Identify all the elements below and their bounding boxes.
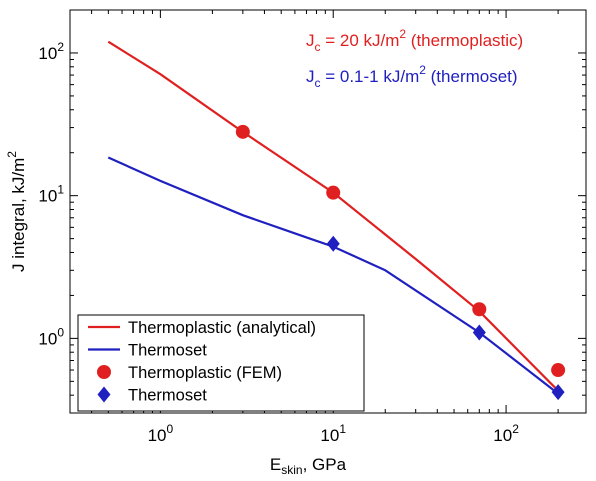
thermoset-point bbox=[472, 324, 486, 341]
axis-labels: Eskin, GPa J integral, kJ/m2 bbox=[5, 151, 347, 477]
annotation-jc-0: Jc = 20 kJ/m2 (thermoplastic) bbox=[306, 27, 523, 54]
thermoset-point bbox=[326, 235, 340, 252]
legend-label: Thermoset bbox=[128, 387, 207, 405]
series-layer bbox=[107, 40, 566, 401]
y-tick-label: 100 bbox=[38, 325, 64, 348]
annotation-jc-1: Jc = 0.1-1 kJ/m2 (thermoset) bbox=[306, 63, 518, 90]
y-tick-label: 102 bbox=[38, 40, 64, 63]
fem-point bbox=[235, 124, 250, 139]
legend-label: Thermoplastic (FEM) bbox=[128, 364, 282, 382]
series-line-1 bbox=[107, 156, 559, 395]
y-tick-label: 101 bbox=[38, 183, 64, 206]
legend-swatch-diamond bbox=[97, 386, 111, 403]
fem-point bbox=[472, 302, 487, 317]
legend-label: Thermoset bbox=[128, 342, 207, 360]
legend-swatch-circle bbox=[97, 365, 111, 379]
fem-point bbox=[326, 185, 341, 200]
x-tick-label: 101 bbox=[320, 422, 346, 445]
x-tick-label: 102 bbox=[493, 422, 519, 445]
x-axis-label: Eskin, GPa bbox=[270, 455, 347, 476]
annotations: Jc = 20 kJ/m2 (thermoplastic) Jc = 0.1-1 … bbox=[306, 27, 523, 90]
fem-point bbox=[551, 363, 566, 378]
thermoset-point bbox=[551, 384, 565, 401]
y-axis-label: J integral, kJ/m2 bbox=[5, 151, 28, 272]
legend: Thermoplastic (analytical) Thermoset Therm… bbox=[77, 314, 365, 412]
legend-label: Thermoplastic (analytical) bbox=[128, 319, 316, 337]
x-tick-label: 100 bbox=[148, 422, 174, 445]
legend-box bbox=[77, 314, 365, 412]
